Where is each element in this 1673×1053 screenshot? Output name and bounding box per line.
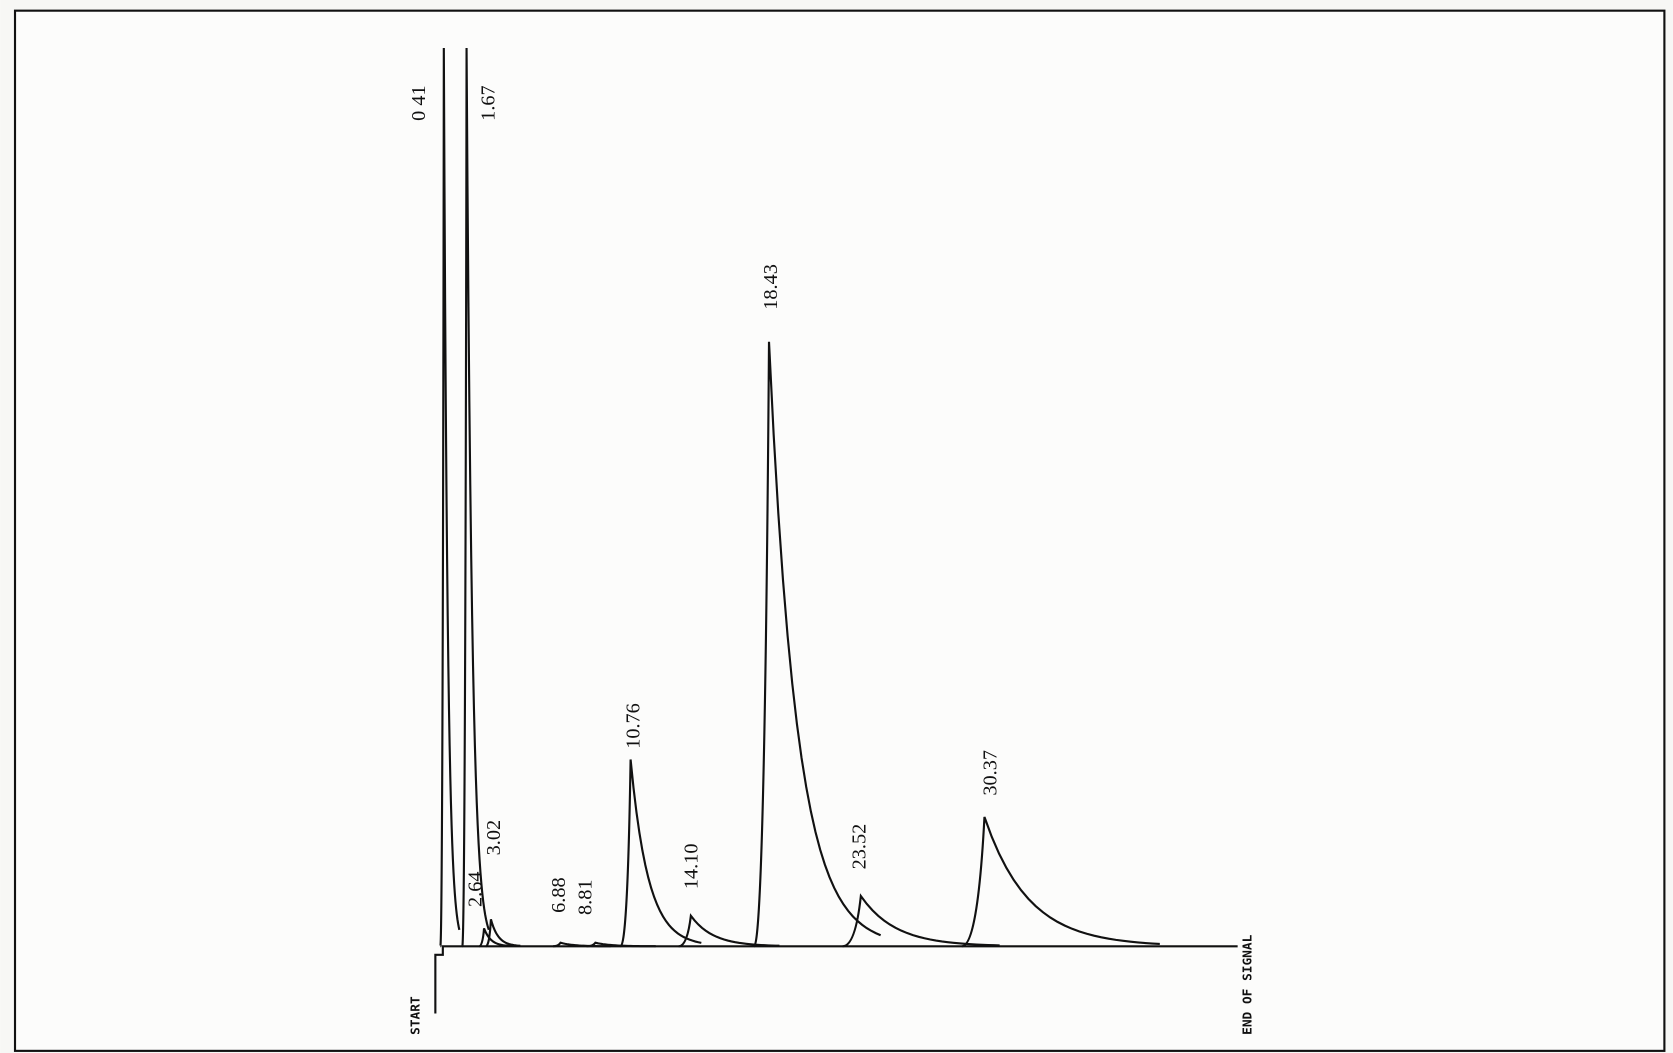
peak [461,48,490,948]
peak [678,913,780,948]
peak-label: 23.52 [849,824,871,870]
peak [478,927,512,948]
peak-label: 30.37 [980,750,1002,796]
peak-label: 6.88 [548,877,570,912]
baseline [434,945,1238,1014]
peak-label: 8.81 [575,880,597,915]
frame [13,9,1666,1052]
peak [485,919,521,948]
start-label: START [408,996,423,1035]
peak [439,48,461,948]
peak-label: 2.64 [464,872,486,907]
end-label: END OF SIGNAL [1241,934,1256,1034]
peak [961,816,1160,948]
peak-label: 3.02 [483,820,505,855]
peak [619,759,702,948]
peak [752,341,882,948]
peak [552,941,611,948]
peak [586,941,656,948]
peak-label: 14.10 [681,843,703,889]
peak-label: 10.76 [623,703,645,749]
peak-label: 0 41 [408,85,430,120]
peak-label: 1.67 [478,85,500,120]
peak-label: 18.43 [760,264,782,310]
